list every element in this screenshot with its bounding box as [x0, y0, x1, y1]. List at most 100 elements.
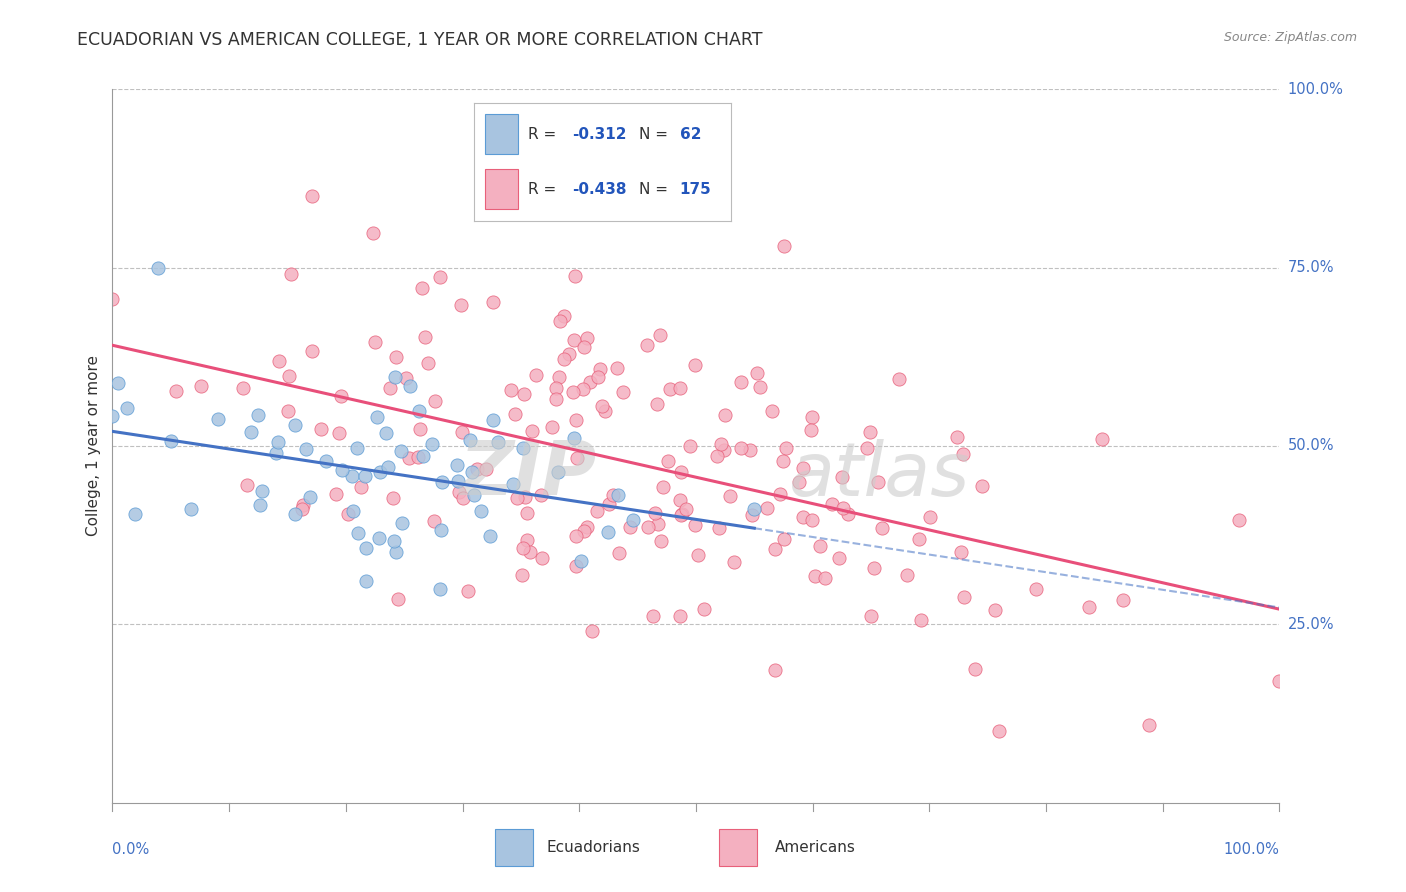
Point [643, 608, 665, 623]
Point [301, 189, 323, 203]
Point [398, 451, 420, 466]
Point [773, 238, 796, 252]
Point [387, 592, 409, 607]
Point [792, 461, 814, 475]
Point [814, 571, 837, 585]
Point [564, 529, 586, 543]
Point [482, 294, 505, 309]
Point [562, 432, 585, 446]
Point [1227, 513, 1250, 527]
Point [361, 226, 384, 240]
Point [165, 384, 187, 398]
Point [564, 333, 586, 347]
Point [356, 574, 378, 589]
Point [364, 334, 387, 349]
Point [482, 412, 505, 426]
Point [264, 445, 287, 459]
Point [593, 403, 616, 417]
Point [544, 381, 567, 395]
Point [723, 555, 745, 569]
Point [984, 603, 1007, 617]
Point [309, 422, 332, 436]
Point [325, 486, 347, 500]
Point [429, 523, 451, 537]
Point [710, 437, 733, 451]
Point [745, 366, 768, 380]
Point [748, 380, 770, 394]
Point [650, 327, 672, 342]
Point [447, 484, 470, 499]
Point [953, 590, 976, 604]
Point [553, 309, 575, 323]
Point [567, 450, 589, 465]
Point [744, 501, 766, 516]
Point [644, 506, 666, 520]
Point [101, 409, 124, 424]
Point [671, 508, 693, 522]
Point [180, 502, 202, 516]
Point [353, 469, 375, 483]
Point [354, 541, 377, 556]
Point [107, 376, 129, 390]
Point [457, 584, 479, 599]
Point [787, 475, 810, 489]
Point [301, 343, 323, 358]
Point [413, 330, 436, 344]
Point [572, 340, 595, 354]
Point [512, 541, 534, 555]
Point [399, 379, 422, 393]
Point [328, 425, 350, 440]
Point [569, 554, 592, 568]
Point [800, 513, 823, 527]
Point [520, 424, 543, 438]
Point [236, 477, 259, 491]
Point [519, 545, 541, 559]
Point [669, 466, 692, 480]
Point [501, 383, 523, 397]
Point [645, 397, 668, 411]
Point [669, 609, 692, 624]
Point [406, 450, 429, 465]
Point [291, 502, 314, 516]
Point [524, 368, 547, 383]
Point [329, 389, 352, 403]
Point [148, 260, 170, 275]
Point [502, 477, 524, 491]
Point [775, 442, 797, 456]
Point [101, 293, 124, 307]
Point [637, 337, 659, 351]
Point [503, 407, 526, 421]
Point [280, 267, 302, 281]
Point [544, 392, 567, 406]
Text: Source: ZipAtlas.com: Source: ZipAtlas.com [1223, 31, 1357, 45]
Point [870, 521, 893, 535]
Point [115, 401, 138, 416]
Point [267, 354, 290, 368]
Point [1091, 432, 1114, 446]
Point [385, 351, 408, 365]
Point [277, 368, 299, 383]
Point [284, 417, 307, 432]
Point [1137, 717, 1160, 731]
Point [686, 548, 709, 562]
Point [159, 434, 181, 449]
Point [564, 268, 586, 283]
Point [669, 492, 692, 507]
Point [965, 662, 987, 676]
Point [377, 460, 399, 475]
Point [761, 404, 783, 418]
Point [409, 422, 432, 436]
Point [512, 568, 534, 582]
Point [591, 400, 613, 414]
Point [907, 532, 929, 546]
Point [831, 469, 853, 483]
Point [548, 314, 571, 328]
Point [738, 443, 761, 458]
Point [330, 463, 353, 477]
Point [530, 551, 553, 566]
Point [267, 434, 290, 449]
Point [741, 508, 763, 522]
Point [579, 375, 602, 389]
Point [866, 475, 889, 489]
Point [506, 491, 529, 505]
